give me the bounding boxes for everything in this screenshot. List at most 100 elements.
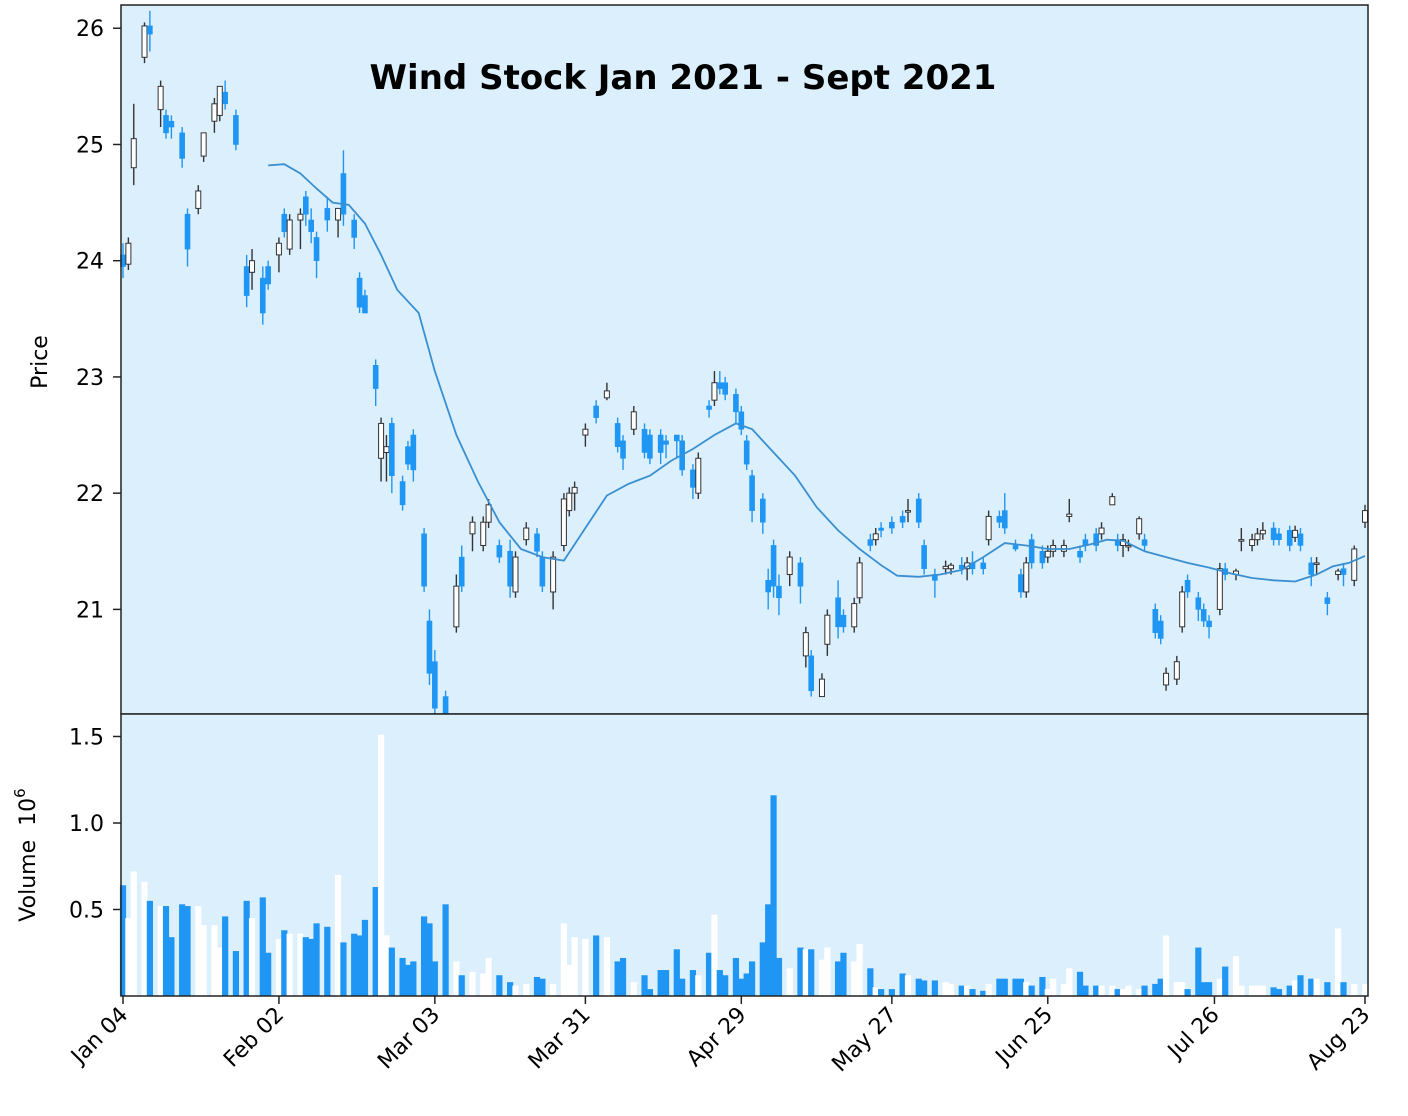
candle <box>899 510 906 529</box>
volume-bar <box>539 978 546 996</box>
volume-bar <box>533 976 541 996</box>
volume-bar <box>313 923 320 996</box>
candle-body <box>405 446 411 465</box>
candle-body <box>216 85 223 116</box>
candle <box>324 196 331 232</box>
candle <box>496 539 503 563</box>
candle <box>410 429 417 482</box>
candle <box>673 434 680 459</box>
volume-bar <box>1270 987 1277 996</box>
volume-bar <box>308 938 315 996</box>
candle-body <box>147 25 153 35</box>
candle <box>1335 568 1342 581</box>
candle-body <box>749 475 755 511</box>
candle <box>356 272 363 314</box>
candle <box>147 10 153 52</box>
candle <box>770 539 777 598</box>
x-tick-label: May 27 <box>828 1003 903 1078</box>
candle-body <box>458 556 465 587</box>
candle-body <box>340 173 347 215</box>
candle-body <box>878 527 884 531</box>
volume-bar <box>1254 985 1261 996</box>
candle <box>362 289 368 314</box>
volume-bar <box>1012 978 1019 996</box>
candle <box>1206 615 1212 639</box>
volume-bar <box>1361 983 1369 996</box>
candle-body <box>690 469 696 488</box>
candle-body <box>362 295 368 314</box>
volume-bar <box>1044 989 1051 996</box>
candle-body <box>985 515 992 541</box>
volume-bar <box>458 975 465 996</box>
candle <box>458 545 465 592</box>
candle-body <box>1066 513 1073 517</box>
candle-body <box>1206 620 1212 628</box>
candle-body <box>356 277 363 308</box>
volume-bar <box>1335 928 1342 996</box>
volume-bar <box>888 989 895 996</box>
candle-body <box>211 103 218 122</box>
volume-bar <box>985 983 992 996</box>
candle <box>523 522 530 546</box>
volume-bar <box>942 982 949 996</box>
candle-body <box>372 365 379 389</box>
volume-bar <box>442 904 449 996</box>
price-y-tick-label: 25 <box>76 133 104 158</box>
volume-bar <box>1066 968 1073 996</box>
candle <box>657 429 664 465</box>
candle <box>738 405 745 436</box>
volume-bar <box>1200 982 1207 996</box>
volume-bar <box>689 970 697 996</box>
candle-body <box>1270 527 1277 540</box>
candle <box>904 498 911 523</box>
volume-bar <box>743 973 750 996</box>
candle <box>195 185 202 215</box>
candle <box>233 109 239 151</box>
candle <box>351 214 357 250</box>
volume-bar <box>571 937 578 996</box>
candle-body <box>818 678 825 698</box>
price-y-tick-label: 26 <box>76 17 104 42</box>
candle-body <box>1313 562 1320 565</box>
candle-body <box>824 614 831 645</box>
candle <box>534 528 540 558</box>
candle-body <box>566 492 573 512</box>
volume-bar <box>383 935 390 996</box>
volume-bar <box>453 961 460 996</box>
chart-title: Wind Stock Jan 2021 - Sept 2021 <box>370 58 997 98</box>
candle <box>851 597 858 633</box>
volume-bar <box>281 930 288 996</box>
volume-bar <box>480 973 487 996</box>
candle <box>560 493 567 552</box>
candle <box>405 440 411 470</box>
candle-body <box>184 213 191 250</box>
volume-bar <box>1017 978 1024 996</box>
candle <box>571 481 578 511</box>
volume-bar <box>512 985 519 996</box>
candle-body <box>593 405 599 418</box>
candle <box>593 400 599 424</box>
candle-body <box>275 242 282 256</box>
candle-body <box>1259 529 1266 535</box>
candle-body <box>1292 529 1299 538</box>
candle <box>275 237 282 273</box>
candle <box>835 580 841 639</box>
volume-bar <box>431 961 438 996</box>
volume-bar <box>1248 985 1256 996</box>
candle-body <box>996 516 1003 523</box>
candle-body <box>469 521 476 535</box>
candle-body <box>673 434 680 442</box>
candle-body <box>130 138 137 169</box>
candle-body <box>426 620 433 674</box>
volume-bar <box>200 925 207 996</box>
volume-bar <box>878 989 885 996</box>
candle-body <box>523 527 530 541</box>
volume-bar <box>179 904 186 996</box>
candle <box>125 237 132 271</box>
candle <box>1152 603 1159 639</box>
candle <box>1098 522 1105 540</box>
candle-body <box>1286 530 1293 546</box>
volume-bar <box>1340 982 1347 996</box>
volume-panel-frame <box>120 713 1369 997</box>
candle-body <box>1018 574 1024 593</box>
